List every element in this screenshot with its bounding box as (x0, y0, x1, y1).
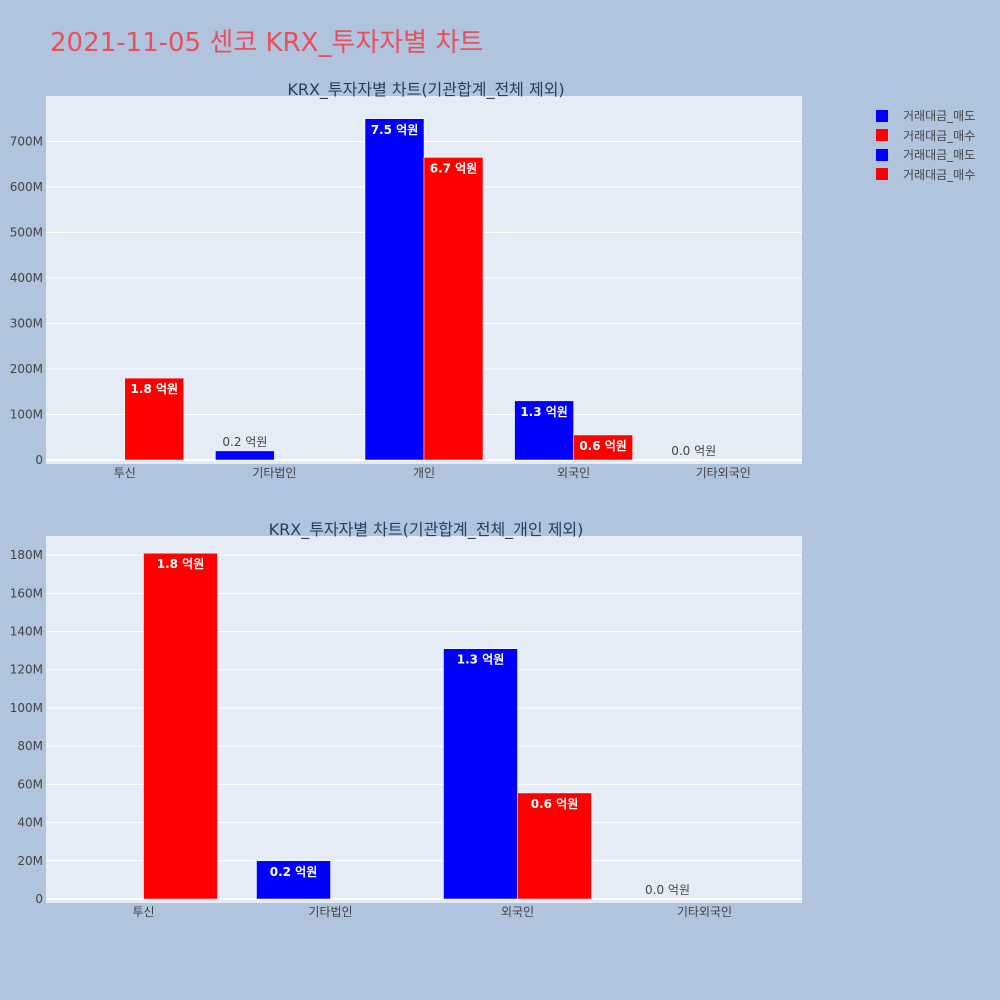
bar-sell[interactable] (443, 648, 518, 900)
page-title: 2021-11-05 센코 KRX_투자자별 차트 (50, 28, 484, 58)
data-label: 0.0 억원 (671, 444, 716, 458)
legend-item[interactable]: 거래대금_매도 (876, 106, 975, 126)
y-tick-label: 120M (10, 663, 43, 677)
y-tick-label: 500M (10, 226, 43, 240)
x-tick-label: 기타외국인 (696, 466, 751, 480)
x-tick-label: 기타외국인 (677, 905, 732, 919)
legend-label: 거래대금_매도 (903, 148, 976, 163)
bar-buy[interactable] (573, 434, 633, 461)
bar-buy[interactable] (423, 157, 484, 461)
x-tick-label: 외국인 (501, 905, 534, 919)
x-tick-label: 외국인 (557, 466, 590, 480)
data-label: 0.2 억원 (222, 435, 267, 449)
bar-buy[interactable] (124, 377, 185, 461)
legend[interactable]: 거래대금_매도 거래대금_매수 거래대금_매도 거래대금_매수 (876, 106, 975, 184)
chart-title: KRX_투자자별 차트(기관합계_전체 제외) (287, 80, 564, 100)
data-label: 0.6 억원 (579, 439, 627, 453)
y-tick-label: 0 (35, 453, 43, 467)
y-tick-label: 160M (10, 586, 43, 600)
bar-sell[interactable] (514, 400, 574, 461)
legend-swatch-buy (876, 129, 888, 142)
legend-label: 거래대금_매수 (903, 128, 976, 143)
chart-1: 0 100M 200M 300M 400M 500M 600M 700M KRX_투자자별 차트… (10, 80, 802, 480)
y-tick-label: 100M (10, 408, 43, 422)
x-tick-label: 기타법인 (252, 466, 296, 480)
data-label: 1.3 억원 (457, 653, 505, 667)
y-tick-label: 60M (17, 777, 43, 791)
data-label: 0.6 억원 (531, 797, 579, 811)
legend-swatch-buy (876, 168, 888, 181)
y-tick-label: 20M (17, 854, 43, 868)
data-label: 1.8 억원 (157, 557, 205, 571)
legend-label: 거래대금_매수 (903, 167, 976, 182)
x-tick-label: 투신 (132, 905, 154, 919)
legend-item[interactable]: 거래대금_매수 (876, 126, 975, 146)
bar-sell[interactable] (364, 118, 425, 461)
chart-2: 0 20M 40M 60M 80M 100M 120M 140M 160M 180M KRX_투자자… (10, 520, 802, 919)
x-tick-label: 투신 (114, 466, 136, 480)
y-tick-label: 400M (10, 271, 43, 285)
legend-item[interactable]: 거래대금_매수 (876, 165, 975, 185)
bar-sell[interactable] (256, 860, 331, 900)
y-tick-label: 140M (10, 625, 43, 639)
chart-title: KRX_투자자별 차트(기관합계_전체_개인 제외) (269, 520, 584, 540)
y-tick-label: 300M (10, 317, 43, 331)
legend-swatch-sell (876, 109, 888, 122)
data-label: 7.5 억원 (371, 123, 419, 137)
legend-swatch-sell (876, 148, 888, 161)
data-label: 1.8 억원 (131, 382, 179, 396)
y-tick-label: 100M (10, 701, 43, 715)
y-tick-label: 700M (10, 135, 43, 149)
data-label: 1.3 억원 (520, 405, 568, 419)
bar-buy[interactable] (143, 552, 218, 900)
legend-item[interactable]: 거래대금_매도 (876, 145, 975, 165)
y-tick-label: 40M (17, 816, 43, 830)
y-tick-label: 0 (35, 892, 43, 906)
y-tick-label: 80M (17, 739, 43, 753)
x-tick-label: 개인 (413, 466, 435, 480)
data-label: 0.0 억원 (645, 883, 690, 897)
x-tick-label: 기타법인 (308, 905, 352, 919)
bar-sell[interactable] (215, 450, 275, 461)
y-tick-label: 600M (10, 180, 43, 194)
y-tick-label: 200M (10, 362, 43, 376)
legend-label: 거래대금_매도 (903, 109, 976, 124)
data-label: 6.7 억원 (430, 161, 478, 175)
bar-buy[interactable] (517, 792, 592, 900)
y-tick-label: 180M (10, 548, 43, 562)
data-label: 0.2 억원 (270, 865, 318, 879)
